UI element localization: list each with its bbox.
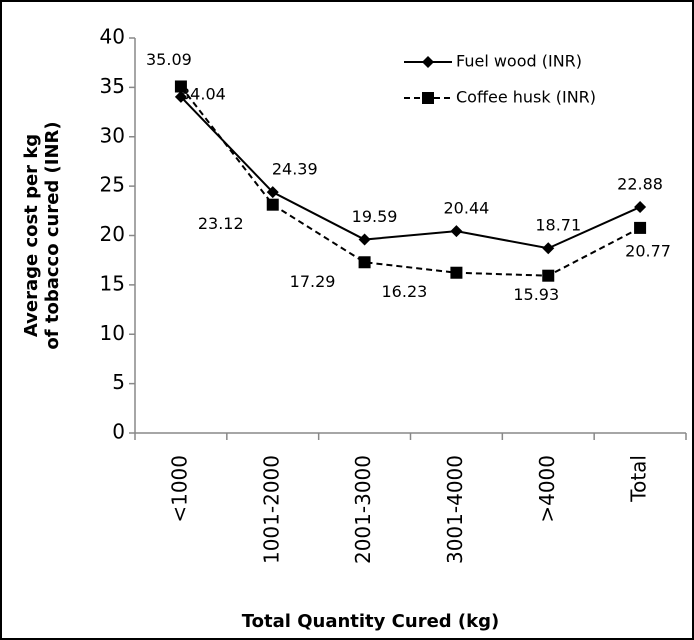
series-line: [180, 85, 641, 277]
x-tick-label: Total: [627, 455, 651, 503]
y-tick-label: 15: [100, 271, 125, 295]
data-label: 20.77: [625, 241, 671, 260]
data-point: [634, 201, 647, 214]
data-point: [450, 225, 463, 238]
data-point: [266, 186, 279, 199]
data-point: [450, 266, 463, 279]
legend-label: Fuel wood (INR): [456, 52, 582, 71]
y-axis-title: of tobacco cured (INR): [42, 121, 63, 349]
data-point: [174, 80, 187, 93]
y-tick-label: 25: [100, 173, 125, 197]
data-point: [542, 242, 555, 255]
legend-marker: [422, 56, 434, 68]
x-tick-label: 2001-3000: [351, 455, 375, 564]
data-label: 15.93: [513, 285, 559, 304]
data-label: 22.88: [617, 175, 663, 194]
data-label: 19.59: [352, 207, 398, 226]
y-tick-label: 5: [112, 370, 125, 394]
x-axis-title: Total Quantity Cured (kg): [242, 611, 499, 632]
data-label: 17.29: [290, 272, 336, 291]
x-tick-label: <1000: [167, 455, 191, 523]
data-point: [266, 198, 279, 211]
x-tick-label: >4000: [535, 455, 559, 523]
series-line: [180, 96, 641, 250]
y-tick-label: 40: [100, 25, 125, 49]
data-point: [174, 90, 187, 103]
data-label: 23.12: [198, 214, 244, 233]
x-tick-label: 1001-2000: [259, 455, 283, 564]
y-tick-label: 10: [100, 321, 125, 345]
data-label: 18.71: [535, 216, 581, 235]
y-axis-title: Average cost per kg: [21, 134, 42, 337]
data-point: [634, 221, 647, 234]
legend-marker: [422, 92, 434, 104]
data-label: 34.04: [180, 84, 226, 103]
data-label: 35.09: [146, 50, 192, 69]
data-point: [358, 233, 371, 246]
data-label: 20.44: [444, 199, 490, 218]
data-label: 24.39: [272, 160, 318, 179]
legend-label: Coffee husk (INR): [456, 88, 596, 107]
x-tick-label: 3001-4000: [443, 455, 467, 564]
data-point: [542, 269, 555, 282]
data-point: [358, 256, 371, 269]
y-tick-label: 20: [100, 222, 125, 246]
y-tick-label: 30: [100, 123, 125, 147]
data-label: 16.23: [382, 282, 428, 301]
y-tick-label: 35: [100, 74, 125, 98]
y-tick-label: 0: [112, 420, 125, 444]
